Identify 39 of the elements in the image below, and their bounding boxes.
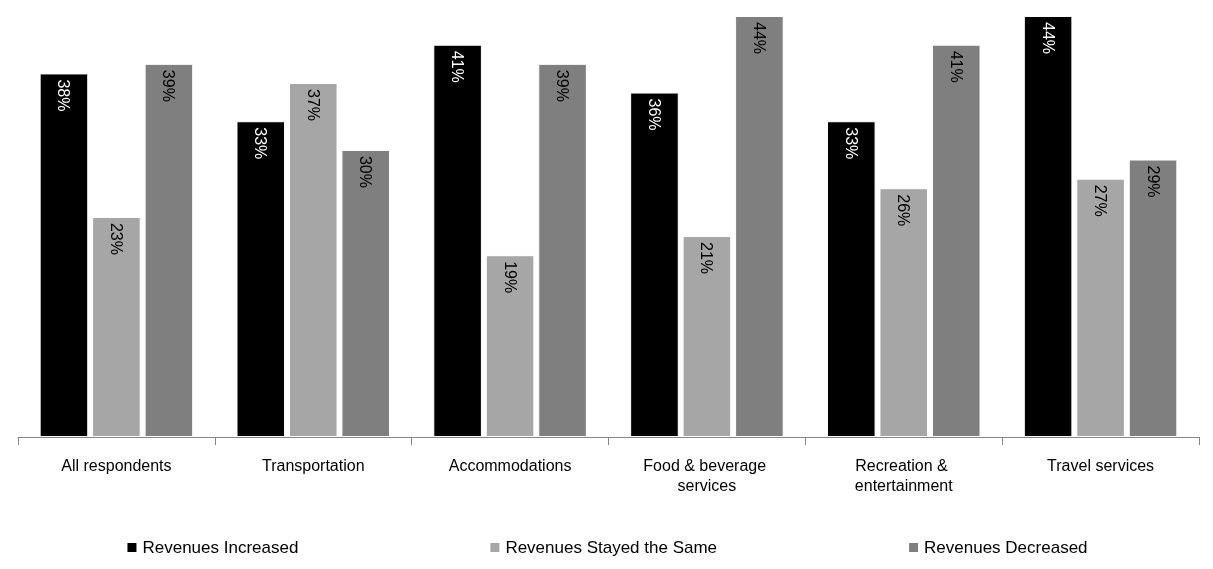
legend-label: Revenues Decreased bbox=[924, 538, 1088, 557]
data-label: 26% bbox=[895, 194, 913, 227]
bar bbox=[630, 92, 679, 437]
x-tick-label: Travel services bbox=[1047, 456, 1155, 474]
bar bbox=[433, 44, 482, 437]
bar bbox=[826, 121, 876, 437]
data-label: 19% bbox=[501, 261, 519, 294]
data-label: 44% bbox=[750, 22, 768, 55]
bar bbox=[682, 236, 732, 437]
data-label: 39% bbox=[160, 69, 178, 102]
data-label: 21% bbox=[698, 242, 716, 275]
data-label: 33% bbox=[252, 127, 270, 160]
data-label: 29% bbox=[1144, 165, 1162, 198]
bar bbox=[485, 255, 535, 437]
x-tick-label: All respondents bbox=[61, 456, 172, 474]
bar bbox=[236, 121, 286, 437]
bar bbox=[39, 73, 89, 437]
data-label: 39% bbox=[554, 69, 572, 102]
data-label: 33% bbox=[842, 127, 860, 160]
legend-label: Revenues Stayed the Same bbox=[505, 538, 718, 557]
bar bbox=[1076, 178, 1125, 437]
data-label: 23% bbox=[107, 222, 125, 255]
data-label: 44% bbox=[1039, 22, 1057, 55]
legend-label: Revenues Increased bbox=[142, 538, 299, 557]
data-label: 30% bbox=[357, 155, 375, 188]
data-label: 37% bbox=[304, 88, 322, 122]
x-tick-label: Recreation & entertainment bbox=[854, 456, 954, 494]
x-tick-label: Accommodations bbox=[448, 456, 572, 474]
bar bbox=[92, 216, 141, 437]
x-tick-label: Food & beverage services bbox=[643, 456, 771, 494]
bar bbox=[879, 188, 929, 437]
bar bbox=[1023, 16, 1073, 437]
bar bbox=[288, 82, 338, 437]
data-label: 36% bbox=[645, 98, 663, 131]
x-tick-label: Transportation bbox=[261, 456, 365, 474]
data-label: 41% bbox=[449, 50, 467, 83]
data-label: 38% bbox=[55, 79, 73, 112]
data-label: 27% bbox=[1092, 184, 1110, 217]
data-label: 41% bbox=[947, 50, 965, 83]
